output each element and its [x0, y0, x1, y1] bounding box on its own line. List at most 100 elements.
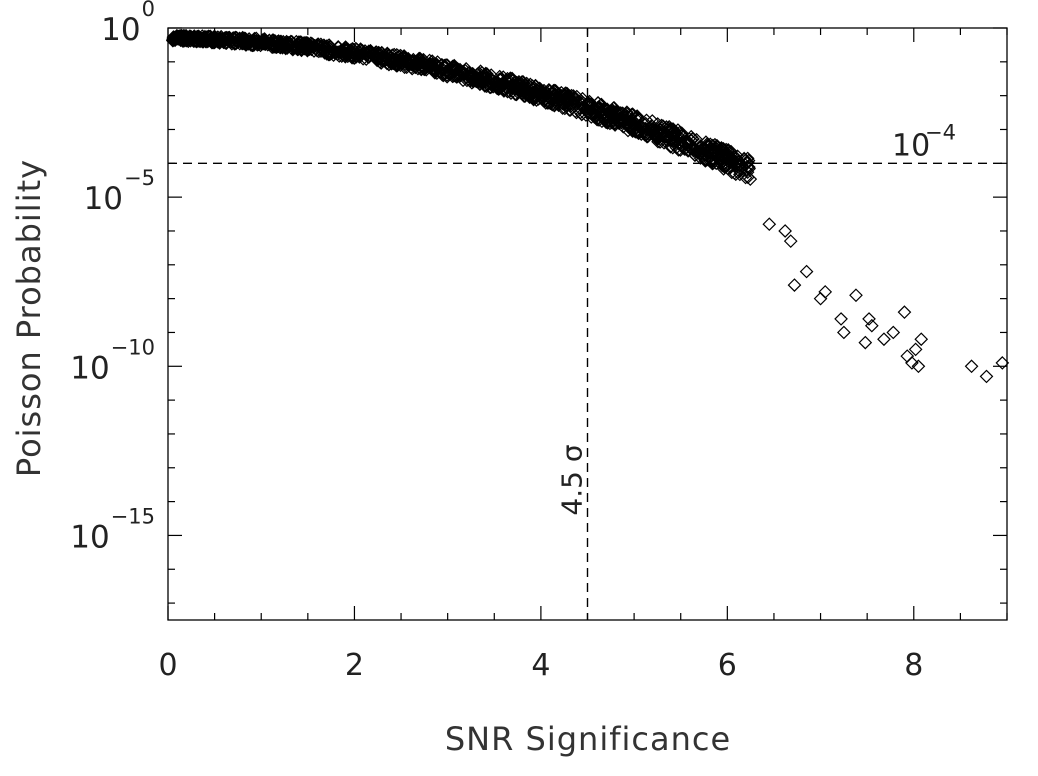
data-point	[698, 152, 713, 167]
data-point	[672, 125, 687, 140]
data-point	[178, 30, 192, 44]
data-point	[473, 76, 487, 91]
data-point	[545, 97, 560, 112]
data-point	[271, 34, 286, 48]
data-point	[380, 46, 395, 61]
data-point	[584, 110, 599, 124]
data-point	[317, 43, 331, 58]
data-point	[818, 285, 833, 299]
data-point	[740, 165, 755, 179]
data-point	[666, 122, 680, 136]
data-point	[296, 36, 311, 50]
data-point	[301, 42, 315, 57]
data-point	[787, 278, 802, 292]
y-tick-label-exponent: −10	[111, 335, 155, 359]
data-point	[487, 75, 502, 90]
data-point	[587, 110, 602, 124]
data-point	[226, 31, 241, 45]
data-point	[447, 63, 461, 78]
data-point	[352, 48, 367, 63]
data-point	[911, 359, 926, 374]
x-tick-label: 2	[345, 648, 364, 683]
data-point	[669, 140, 684, 155]
data-point	[416, 56, 431, 71]
data-point	[837, 325, 851, 340]
data-point	[636, 121, 651, 136]
data-point	[588, 101, 603, 116]
x-axis: 0 2 4 6 8	[158, 28, 1008, 683]
data-point	[886, 325, 901, 340]
data-point	[778, 224, 792, 238]
data-point	[728, 167, 743, 182]
data-point	[365, 48, 379, 62]
data-point	[391, 57, 405, 72]
data-point	[210, 31, 225, 46]
y-tick-label-base: 10	[70, 519, 109, 555]
data-point	[435, 58, 449, 72]
data-point	[625, 124, 640, 139]
data-point	[329, 45, 344, 59]
data-point	[627, 120, 641, 135]
data-point	[690, 143, 704, 158]
data-point	[741, 170, 755, 185]
sigma-label: 4.5 σ	[556, 444, 589, 515]
data-point	[555, 96, 570, 110]
data-point	[322, 46, 336, 61]
data-point	[459, 70, 473, 85]
data-point	[173, 28, 188, 43]
threshold-label-base: 10	[892, 128, 930, 163]
data-point	[602, 106, 617, 121]
data-point	[905, 356, 919, 370]
data-point	[619, 117, 634, 132]
data-point	[979, 369, 994, 384]
data-point	[435, 67, 450, 82]
data-point	[476, 75, 491, 89]
data-point	[541, 96, 555, 110]
data-point	[688, 148, 702, 162]
data-point	[580, 104, 595, 118]
data-point	[897, 305, 912, 320]
data-point	[285, 36, 300, 51]
data-point	[995, 356, 1010, 370]
data-point	[205, 32, 220, 46]
y-tick-label-exponent: −15	[111, 504, 155, 528]
data-point	[649, 124, 663, 139]
data-point	[491, 75, 505, 90]
data-point	[908, 342, 923, 357]
data-point	[480, 77, 495, 92]
data-point	[545, 91, 560, 105]
data-point	[307, 38, 322, 53]
data-point	[567, 92, 582, 106]
x-tick-label: 8	[904, 648, 923, 683]
data-point	[521, 81, 536, 96]
data-point	[877, 332, 891, 347]
data-point	[685, 131, 700, 146]
data-point	[607, 108, 622, 123]
data-point	[677, 142, 692, 156]
data-point	[417, 62, 432, 77]
data-point	[650, 132, 665, 146]
data-point	[378, 53, 393, 67]
data-point	[166, 33, 181, 48]
data-point	[258, 37, 273, 52]
data-point	[674, 137, 689, 152]
data-point	[721, 151, 735, 166]
data-point	[548, 93, 563, 107]
data-point	[255, 33, 270, 47]
data-point	[864, 318, 879, 333]
x-tick-label: 4	[531, 648, 550, 683]
x-axis-title: SNR Significance	[445, 720, 731, 758]
data-point	[472, 66, 486, 81]
data-point	[492, 78, 506, 93]
data-point	[738, 170, 753, 185]
data-points	[165, 28, 1010, 384]
x-tick-label: 6	[718, 648, 737, 683]
threshold-label-exponent: −4	[925, 120, 956, 144]
data-point	[190, 34, 204, 48]
data-point	[664, 132, 679, 147]
data-point	[257, 36, 272, 50]
data-point	[698, 153, 713, 168]
data-point	[174, 30, 188, 44]
data-point	[557, 101, 572, 116]
x-tick-label: 0	[158, 648, 177, 683]
